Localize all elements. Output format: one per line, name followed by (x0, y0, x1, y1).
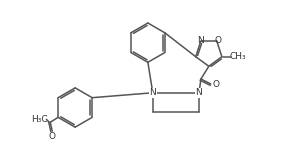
Text: CH₃: CH₃ (229, 52, 246, 61)
Text: N: N (196, 88, 202, 97)
Text: N: N (197, 36, 204, 45)
Text: N: N (149, 88, 156, 97)
Text: H₃C: H₃C (31, 115, 48, 124)
Text: O: O (212, 80, 219, 89)
Text: O: O (49, 132, 56, 141)
Text: O: O (214, 36, 221, 45)
